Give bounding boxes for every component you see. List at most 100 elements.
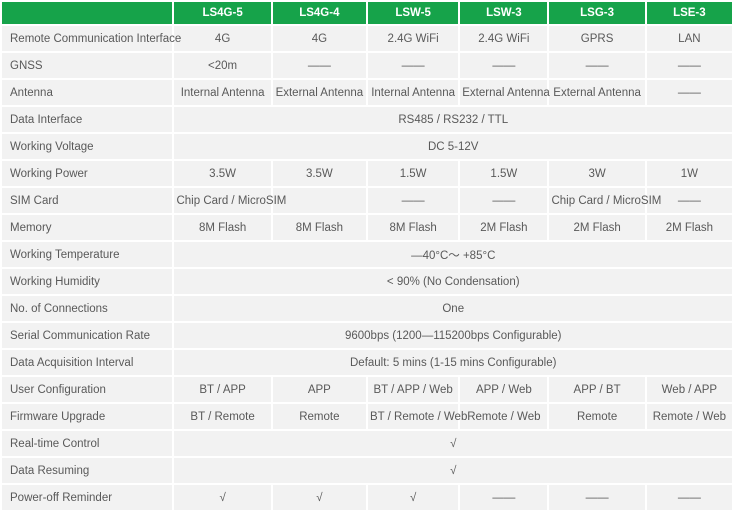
value-cell: 8M Flash	[174, 215, 271, 240]
value-cell: External Antenna	[460, 80, 550, 105]
value-cell: ——	[272, 53, 366, 78]
value-cell: BT / Remote / Web	[367, 404, 467, 429]
table-row: Real-time Control √	[2, 431, 732, 456]
value-cell: ——	[460, 485, 548, 510]
row-label: Data Acquisition Interval	[2, 350, 173, 375]
merged-value-cell: —40°C～ +85°C	[174, 242, 732, 267]
value-cell: ——	[367, 53, 459, 78]
value-cell: APP / BT	[549, 377, 645, 402]
value-cell: 1.5W	[460, 161, 548, 186]
row-label: SIM Card	[2, 188, 173, 213]
table-body: Remote Communication Interface 4G 4G 2.4G W…	[2, 26, 732, 510]
value-cell: Remote	[272, 404, 366, 429]
value-cell: External Antenna	[549, 80, 645, 105]
table-row: SIM Card Chip Card / MicroSIM —— —— Chip Car…	[2, 188, 732, 213]
table-row: Remote Communication Interface 4G 4G 2.4G W…	[2, 26, 732, 51]
value-cell: External Antenna	[272, 80, 366, 105]
merged-value-cell: 9600bps (1200—115200bps Configurable)	[174, 323, 732, 348]
table-header: LS4G-5 LS4G-4 LSW-5 LSW-3 LSG-3 LSE-3	[2, 2, 732, 24]
value-cell: 8M Flash	[367, 215, 459, 240]
table-row: Serial Communication Rate 9600bps (1200—1…	[2, 323, 732, 348]
merged-value-cell: One	[174, 296, 732, 321]
value-cell: Chip Card / MicroSIM	[174, 188, 286, 213]
value-cell: 1W	[646, 161, 732, 186]
value-cell: ——	[646, 80, 732, 105]
merged-value-cell: DC 5-12V	[174, 134, 732, 159]
value-cell: 2.4G WiFi	[367, 26, 459, 51]
row-label: Real-time Control	[2, 431, 173, 456]
value-cell: ——	[646, 53, 732, 78]
table-row: Memory 8M Flash 8M Flash 8M Flash 2M Flash 2M…	[2, 215, 732, 240]
value-cell: <20m	[174, 53, 271, 78]
value-cell: BT / Remote	[174, 404, 271, 429]
table-row: Power-off Reminder √ √ √ —— —— ——	[2, 485, 732, 510]
value-cell: 3W	[549, 161, 645, 186]
value-cell: Remote	[549, 404, 645, 429]
value-cell: GPRS	[549, 26, 645, 51]
merged-value-cell: √	[174, 458, 732, 483]
table-row: GNSS <20m —— —— —— —— ——	[2, 53, 732, 78]
table-row: Data Interface RS485 / RS232 / TTL	[2, 107, 732, 132]
value-cell: 2M Flash	[646, 215, 732, 240]
value-cell: 3.5W	[272, 161, 366, 186]
value-cell	[272, 188, 366, 213]
row-label: Data Interface	[2, 107, 173, 132]
value-cell: APP / Web	[460, 377, 548, 402]
table-corner-cell	[2, 2, 173, 24]
value-cell: ——	[367, 188, 459, 213]
value-cell: √	[272, 485, 366, 510]
value-cell: LAN	[646, 26, 732, 51]
row-label: Memory	[2, 215, 173, 240]
value-cell: Internal Antenna	[367, 80, 459, 105]
row-label: No. of Connections	[2, 296, 173, 321]
value-cell: Remote / Web	[646, 404, 732, 429]
column-header-lsg-3: LSG-3	[549, 2, 645, 24]
row-label: Working Temperature	[2, 242, 173, 267]
value-cell: Internal Antenna	[174, 80, 271, 105]
table-row: Working Power 3.5W 3.5W 1.5W 1.5W 3W 1W	[2, 161, 732, 186]
row-label: Working Voltage	[2, 134, 173, 159]
value-cell: BT / APP	[174, 377, 271, 402]
column-header-lsw-3: LSW-3	[460, 2, 548, 24]
value-cell: 2M Flash	[460, 215, 548, 240]
merged-value-cell: RS485 / RS232 / TTL	[174, 107, 732, 132]
table-row: Working Voltage DC 5-12V	[2, 134, 732, 159]
value-cell: 3.5W	[174, 161, 271, 186]
header-row: LS4G-5 LS4G-4 LSW-5 LSW-3 LSG-3 LSE-3	[2, 2, 732, 24]
column-header-lse-3: LSE-3	[646, 2, 732, 24]
value-cell: 2M Flash	[549, 215, 645, 240]
column-header-ls4g-5: LS4G-5	[174, 2, 271, 24]
column-header-lsw-5: LSW-5	[367, 2, 459, 24]
value-cell: ——	[460, 188, 548, 213]
value-cell: Web / APP	[646, 377, 732, 402]
table-row: Working Temperature —40°C～ +85°C	[2, 242, 732, 267]
row-label: Data Resuming	[2, 458, 173, 483]
table-row: No. of Connections One	[2, 296, 732, 321]
row-label: GNSS	[2, 53, 173, 78]
value-cell: ——	[549, 485, 645, 510]
row-label: Serial Communication Rate	[2, 323, 173, 348]
row-label: Working Humidity	[2, 269, 173, 294]
value-cell: 4G	[174, 26, 271, 51]
value-cell: BT / APP / Web	[367, 377, 459, 402]
column-header-ls4g-4: LS4G-4	[272, 2, 366, 24]
value-cell: ——	[460, 53, 548, 78]
value-cell: 4G	[272, 26, 366, 51]
table-row: Data Acquisition Interval Default: 5 mins…	[2, 350, 732, 375]
value-cell: ——	[646, 188, 732, 213]
row-label: Firmware Upgrade	[2, 404, 173, 429]
row-label: Power-off Reminder	[2, 485, 173, 510]
row-label: Working Power	[2, 161, 173, 186]
row-label: User Configuration	[2, 377, 173, 402]
value-cell: Chip Card / MicroSIM	[549, 188, 661, 213]
merged-value-cell: Default: 5 mins (1-15 mins Configurable)	[174, 350, 732, 375]
merged-value-cell: √	[174, 431, 732, 456]
row-label: Remote Communication Interface	[2, 26, 181, 51]
table-row: Firmware Upgrade BT / Remote Remote BT / Re…	[2, 404, 732, 429]
value-cell: 2.4G WiFi	[460, 26, 548, 51]
table-row: User Configuration BT / APP APP BT / APP / …	[2, 377, 732, 402]
table-row: Antenna Internal Antenna External Antenna I…	[2, 80, 732, 105]
value-cell: Remote / Web	[460, 404, 548, 429]
row-label: Antenna	[2, 80, 173, 105]
